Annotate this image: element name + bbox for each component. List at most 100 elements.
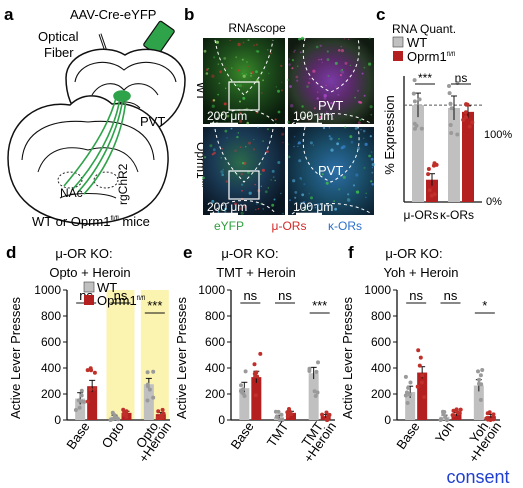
micrograph-speckle <box>237 42 241 47</box>
y-tick-label: 400 <box>371 361 391 375</box>
micrograph-speckle <box>301 105 304 108</box>
micrograph-speckle <box>298 159 302 163</box>
data-point <box>287 409 292 414</box>
data-point <box>479 382 484 387</box>
data-point <box>485 411 490 416</box>
data-point <box>408 380 413 385</box>
title-e-line2: TMT + Heroin <box>216 265 296 280</box>
micrograph-speckle <box>371 163 375 167</box>
x-tick-label: Base <box>63 419 92 452</box>
title-d-line2: Opto + Heroin <box>49 265 130 280</box>
y-tick-label: 400 <box>205 361 225 375</box>
y-tick-label: 0 <box>218 413 225 427</box>
micrograph-speckle <box>236 135 239 139</box>
scalebar-label-4: 100 μm <box>293 200 333 214</box>
micrograph-speckle <box>213 151 216 155</box>
bar-c <box>448 107 460 202</box>
data-point <box>477 377 482 382</box>
micrograph-speckle <box>245 146 247 148</box>
micrograph-speckle <box>365 192 368 195</box>
micrograph-speckle <box>307 81 311 85</box>
data-point <box>279 412 284 417</box>
micrograph-speckle <box>288 156 291 158</box>
data-point-c <box>449 106 454 111</box>
significance-label: ns <box>114 288 128 303</box>
legend-swatch-wt-c <box>392 36 404 48</box>
micrograph-speckle <box>290 104 294 108</box>
x-tick-label: Opto <box>99 419 127 451</box>
micrograph-speckle <box>241 189 243 192</box>
data-point <box>445 418 449 422</box>
data-point <box>252 362 257 367</box>
micrograph-speckle <box>282 141 284 144</box>
rgchr2-label: rgChR2 <box>116 163 130 205</box>
micrograph-speckle <box>274 118 277 121</box>
data-point-c <box>426 172 431 177</box>
x-tick-label: Base <box>228 419 257 452</box>
data-point <box>441 411 446 416</box>
data-point <box>243 369 248 374</box>
data-point-c <box>455 132 460 137</box>
micrograph-speckle <box>371 167 373 169</box>
micrograph-speckle <box>291 67 294 70</box>
micrograph-speckle <box>299 51 302 54</box>
micrograph-speckle <box>354 96 356 99</box>
micrograph-speckle <box>347 198 349 200</box>
micrograph-speckle <box>293 51 295 53</box>
data-point <box>145 370 150 375</box>
micrograph-speckle <box>255 50 259 53</box>
micrograph-speckle <box>240 172 243 176</box>
micrograph-speckle <box>347 193 350 196</box>
legend-text-wt-d: WT <box>97 280 117 295</box>
y-tick-label: 200 <box>371 387 391 401</box>
x-label-c: κ-ORs <box>440 208 474 222</box>
y-tick-label: 600 <box>371 335 391 349</box>
data-point <box>156 409 161 414</box>
micrograph-speckle <box>370 157 374 161</box>
micrograph-speckle <box>361 72 364 75</box>
micrograph-speckle <box>319 115 322 119</box>
data-point <box>419 380 424 385</box>
micrograph-speckle <box>363 137 365 140</box>
brain-slice-front <box>7 95 169 225</box>
micrograph-speckle <box>318 58 320 61</box>
micrograph-speckle <box>273 198 276 201</box>
micrograph-speckle <box>304 208 307 211</box>
data-point <box>79 388 84 393</box>
green-projections <box>63 90 131 195</box>
micrograph-speckle <box>208 113 210 115</box>
micrograph-speckle <box>238 84 242 88</box>
micrograph-speckle <box>363 66 366 69</box>
micrograph-speckle <box>255 208 257 211</box>
micrograph-speckle <box>222 168 224 171</box>
x-tick-label: Base <box>393 419 422 452</box>
legend-swatch-wt-d <box>83 281 95 293</box>
pvt-label-wt: PVT <box>318 98 343 113</box>
bar <box>286 412 296 420</box>
micrograph-speckle <box>315 45 319 49</box>
bar-c <box>412 105 424 202</box>
micrograph-speckle <box>341 70 344 74</box>
micrograph-speckle <box>220 170 224 174</box>
significance-label: *** <box>312 298 327 313</box>
micrograph-speckle <box>340 49 344 53</box>
micrograph-speckle <box>256 111 258 114</box>
micrograph-speckle <box>211 199 215 203</box>
y-tick-label: 0 <box>54 413 61 427</box>
micrograph-speckle <box>347 38 350 40</box>
opto-shading <box>106 290 135 420</box>
data-point-c <box>463 110 468 115</box>
data-point <box>277 418 282 422</box>
y-tick-label: 200 <box>41 387 61 401</box>
micrograph-speckle <box>371 183 375 186</box>
nac-label: NAc <box>60 186 83 200</box>
micrograph-speckle <box>275 86 277 88</box>
micrograph-speckle <box>271 203 275 207</box>
micrograph-speckle <box>344 126 347 129</box>
micrograph-speckle <box>328 135 331 138</box>
micrograph-speckle <box>203 49 207 53</box>
micrograph-speckle <box>212 148 216 152</box>
micrograph-speckle <box>323 96 327 100</box>
micrograph-speckle <box>211 104 215 108</box>
data-point <box>145 382 150 387</box>
